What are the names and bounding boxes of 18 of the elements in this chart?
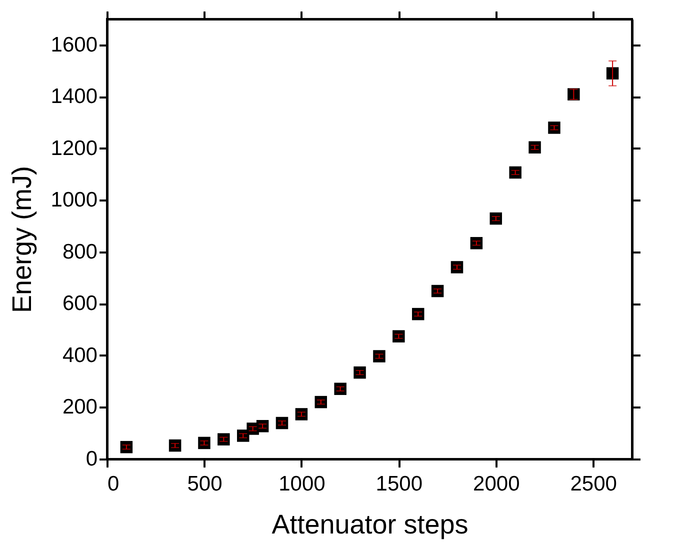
y-tick-label: 200 [62,396,98,419]
y-tick-label: 600 [62,292,98,316]
point [606,67,619,80]
x-tick-label: 500 [187,472,222,496]
y-tick-label: 1200 [50,136,98,160]
x-tick-label: 0 [108,472,120,496]
y-tick-label: 1000 [50,188,98,212]
x-tick-label: 1500 [376,472,423,496]
y-tick-label: 800 [62,240,98,264]
y-tick-label: 400 [62,344,98,367]
y-tick-label: 0 [86,448,98,470]
y-axis-title: Energy (mJ) [6,166,37,314]
x-axis-title: Attenuator steps [272,510,468,540]
x-tick-label: 2000 [473,472,520,496]
y-tick-label: 1600 [50,33,98,56]
y-tick-label: 1400 [50,85,98,108]
x-tick-label: 2500 [570,472,617,496]
x-tick-label: 1000 [278,472,326,496]
